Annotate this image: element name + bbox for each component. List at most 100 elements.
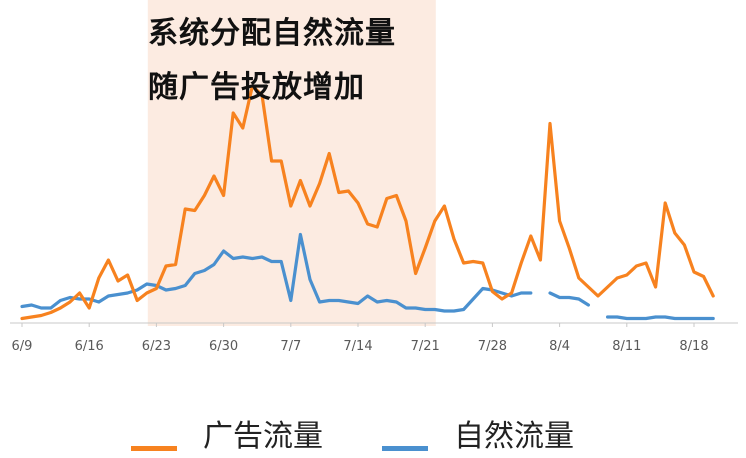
data-point: [136, 299, 139, 302]
x-tick-label: 6/9: [12, 339, 33, 354]
data-point: [59, 299, 62, 302]
data-point: [520, 261, 523, 265]
data-point: [241, 126, 244, 130]
data-point: [664, 315, 667, 319]
data-point: [289, 299, 292, 302]
data-point: [424, 246, 427, 250]
data-point: [260, 255, 264, 259]
data-point: [356, 302, 360, 305]
data-point: [366, 222, 369, 226]
data-point: [193, 272, 196, 275]
data-point: [462, 308, 465, 311]
data-point: [644, 261, 648, 265]
data-point: [347, 189, 350, 193]
data-point: [673, 317, 676, 320]
data-point: [481, 261, 484, 265]
data-point: [452, 309, 456, 313]
data-point: [404, 219, 408, 223]
data-point: [212, 263, 216, 266]
data-point: [280, 159, 283, 163]
data-point: [404, 306, 408, 310]
data-point: [107, 294, 110, 298]
data-point: [577, 297, 580, 301]
data-point: [337, 191, 340, 194]
x-tick-label: 6/16: [75, 339, 104, 354]
line-chart: 6/9 6/16 6/23 6/30 7/7 7/14 7/21 7/28 8/4 8/11 8/1…: [10, 0, 738, 354]
data-point: [356, 201, 360, 205]
data-point: [673, 231, 676, 235]
data-point: [203, 269, 206, 272]
data-point: [510, 294, 513, 298]
data-point: [299, 179, 302, 182]
data-point: [414, 272, 417, 275]
series-ad-traffic: [20, 84, 715, 321]
x-tick-label: 8/11: [612, 339, 641, 354]
data-point: [510, 291, 513, 295]
data-point: [164, 264, 168, 268]
data-point: [241, 255, 244, 259]
data-point: [59, 306, 62, 310]
data-point: [500, 297, 504, 301]
data-point: [654, 315, 657, 319]
x-tick-label: 6/23: [142, 339, 171, 354]
data-point: [433, 219, 436, 223]
data-point: [491, 290, 494, 293]
data-point: [635, 264, 638, 268]
x-tick-label: 7/28: [478, 339, 507, 354]
data-point: [88, 306, 91, 310]
legend-swatch-ad-traffic: [131, 446, 177, 451]
data-point: [587, 285, 590, 289]
data-point: [712, 317, 715, 320]
data-point: [481, 287, 484, 290]
data-point: [414, 306, 417, 310]
series-layer: [20, 84, 715, 321]
data-point: [558, 219, 561, 223]
data-point: [520, 291, 523, 295]
series-natural-traffic: [20, 232, 715, 321]
data-point: [30, 303, 33, 307]
data-point: [68, 300, 72, 304]
data-point: [251, 84, 254, 88]
data-point: [452, 237, 456, 241]
data-point: [596, 294, 600, 298]
legend-swatch-natural-traffic: [382, 446, 428, 451]
data-point: [606, 315, 609, 319]
data-point: [193, 209, 196, 212]
data-point: [280, 260, 283, 263]
data-point: [30, 315, 33, 319]
data-point: [40, 314, 43, 317]
data-point: [376, 225, 379, 229]
data-point: [136, 288, 139, 292]
data-point: [155, 287, 158, 290]
data-point: [702, 317, 705, 320]
data-point: [376, 300, 379, 304]
data-point: [500, 291, 504, 295]
data-point: [625, 273, 628, 277]
data-point: [222, 249, 225, 253]
data-point: [433, 308, 436, 311]
data-point: [625, 317, 628, 320]
data-point: [702, 275, 705, 278]
data-point: [68, 296, 72, 299]
data-point: [97, 300, 101, 304]
data-point: [318, 182, 321, 185]
data-point: [472, 297, 475, 301]
data-point: [472, 260, 475, 263]
data-point: [692, 317, 696, 320]
data-point: [126, 273, 129, 277]
data-point: [49, 306, 52, 310]
data-point: [299, 233, 302, 236]
x-tick-label: 8/4: [549, 339, 570, 354]
x-tick-label: 6/30: [209, 339, 238, 354]
data-point: [366, 294, 369, 298]
data-point: [318, 300, 321, 304]
data-point: [174, 263, 177, 266]
x-axis-ticks: 6/9 6/16 6/23 6/30 7/7 7/14 7/21 7/28 8/4 8/11 8/1…: [12, 323, 709, 354]
data-point: [548, 291, 552, 295]
data-point: [385, 299, 388, 302]
data-point: [692, 270, 696, 274]
data-point: [712, 294, 715, 298]
x-tick-label: 8/18: [679, 339, 708, 354]
data-point: [20, 317, 24, 320]
data-point: [308, 204, 312, 208]
